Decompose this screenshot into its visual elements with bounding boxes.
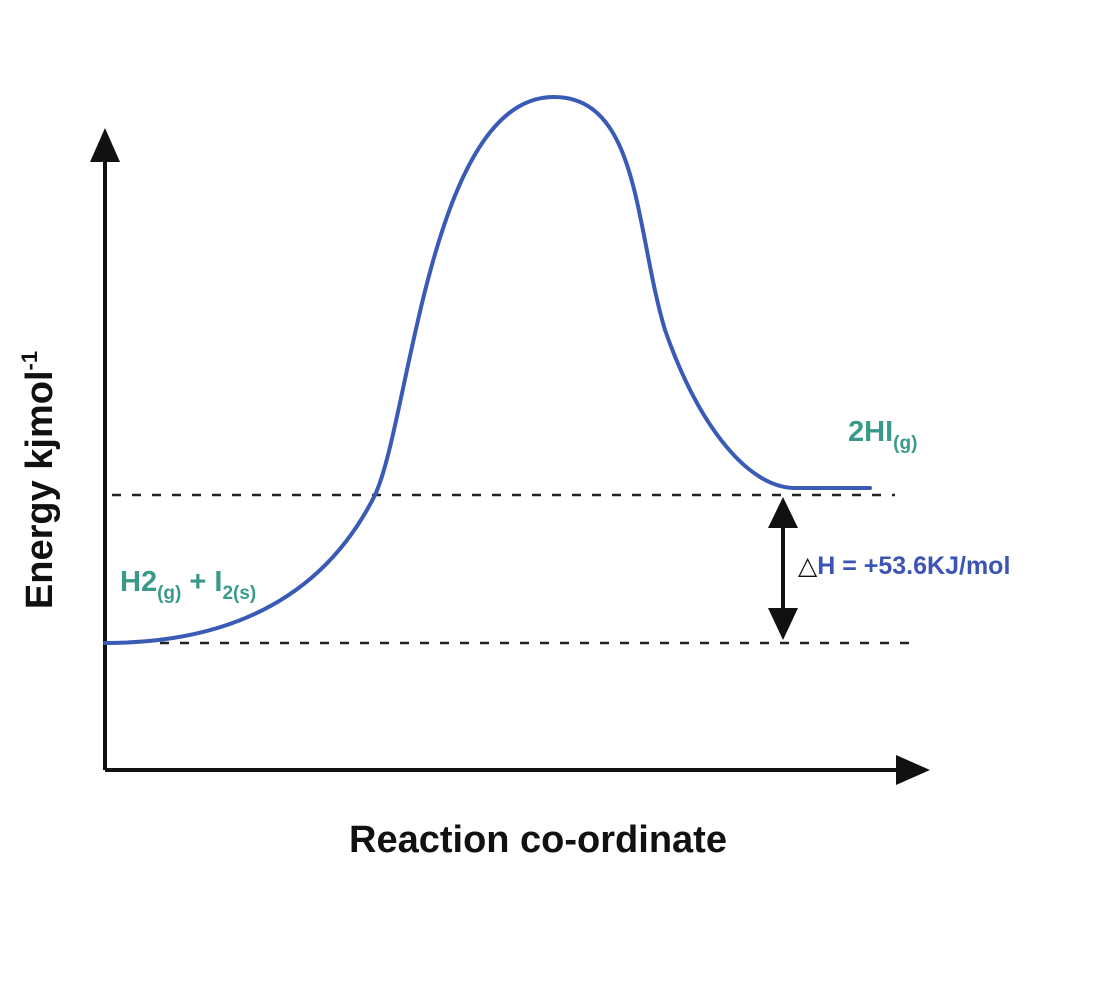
x-axis-title: Reaction co-ordinate bbox=[349, 819, 727, 861]
products-label: 2HI(g) bbox=[848, 416, 917, 454]
product-2hi-text: 2HI bbox=[848, 416, 893, 448]
delta-symbol-icon: △ bbox=[798, 551, 818, 580]
x-axis-arrow-icon bbox=[896, 755, 930, 785]
reactant-h2-text: H2 bbox=[120, 566, 157, 598]
reactants-label: H2(g) + I2(s) bbox=[120, 566, 256, 604]
enthalpy-change-value: H = +53.6KJ/mol bbox=[817, 552, 1010, 580]
y-axis-label-superscript: -1 bbox=[17, 351, 42, 371]
enthalpy-arrow-up-icon bbox=[768, 497, 798, 528]
product-2hi-state: (g) bbox=[893, 433, 917, 454]
enthalpy-change-label: △H = +53.6KJ/mol bbox=[798, 551, 1010, 580]
enthalpy-arrow-down-icon bbox=[768, 608, 798, 640]
y-axis-arrow-icon bbox=[90, 128, 120, 162]
reactant-h2-state: (g) bbox=[157, 583, 181, 604]
reactant-plus-i-text: + I bbox=[181, 566, 222, 598]
y-axis-title: Energy kjmol-1 bbox=[17, 351, 61, 609]
energy-profile-curve bbox=[103, 94, 872, 645]
reactant-i2-state: 2(s) bbox=[222, 583, 256, 604]
y-axis-label: Energy kjmol bbox=[19, 370, 61, 609]
